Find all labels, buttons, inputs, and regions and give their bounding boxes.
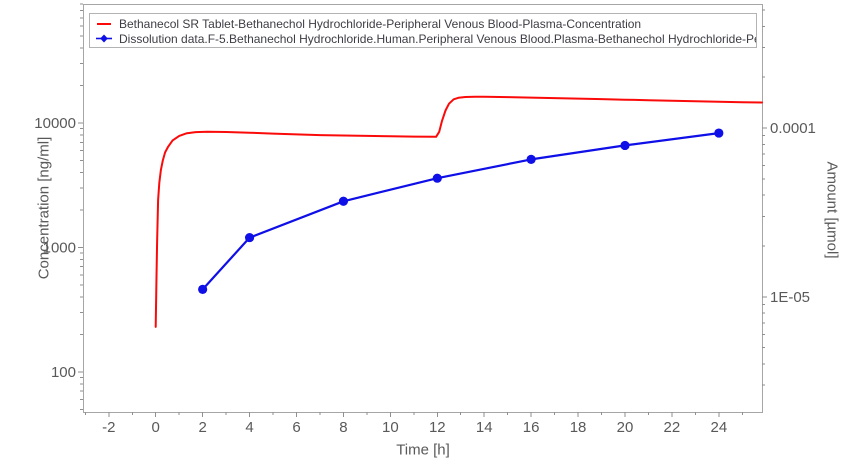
red-line-marker-icon (96, 22, 112, 25)
data-point[interactable] (526, 154, 536, 164)
x-axis-tick-label: 2 (198, 419, 206, 436)
legend-entry-observed[interactable]: Dissolution data.F-5.Bethanechol Hydroch… (96, 31, 756, 46)
x-axis-tick-label: 12 (429, 419, 446, 436)
legend-label-observed: Dissolution data.F-5.Bethanechol Hydroch… (119, 31, 757, 46)
x-axis-tick-label: 14 (476, 419, 493, 436)
x-axis-tick-label: 22 (664, 419, 681, 436)
x-axis-tick-label: -2 (102, 419, 115, 436)
legend-entry-simulation[interactable]: Bethanecol SR Tablet-Bethanechol Hydroch… (96, 16, 752, 31)
y-axis-title-left: Concentration [ng/ml] (35, 136, 53, 280)
y-left-tick-label: 1000 (43, 239, 76, 256)
x-axis-tick-label: 24 (710, 419, 727, 436)
x-axis-tick-label: 20 (617, 419, 634, 436)
x-axis-tick-label: 10 (382, 419, 399, 436)
y-left-tick-label: 10000 (34, 115, 76, 132)
simulation-curve[interactable] (154, 95, 763, 328)
legend-label-simulation: Bethanecol SR Tablet-Bethanechol Hydroch… (119, 16, 642, 31)
x-axis-title: Time [h] (396, 441, 450, 459)
x-axis-tick-label: 6 (292, 419, 300, 436)
data-point[interactable] (714, 128, 724, 138)
data-point[interactable] (620, 140, 630, 151)
legend-box: Bethanecol SR Tablet-Bethanechol Hydroch… (89, 13, 757, 48)
x-axis-tick-label: 16 (523, 419, 540, 436)
data-point[interactable] (198, 284, 208, 295)
plot-frame (83, 4, 763, 413)
observed-curve[interactable] (201, 132, 719, 291)
blue-diamond-marker-icon (96, 34, 112, 43)
x-axis-tick-label: 18 (570, 419, 587, 436)
x-axis-tick-label: 0 (152, 419, 160, 436)
x-axis-tick-label: 4 (245, 419, 253, 436)
y-right-tick-label: 0.0001 (770, 120, 816, 137)
y-left-tick-label: 100 (51, 364, 76, 381)
y-axis-title-right: Amount [µmol] (823, 161, 841, 259)
y-right-tick-label: 1E-05 (770, 289, 810, 306)
data-point[interactable] (432, 173, 442, 183)
x-axis-tick-label: 8 (339, 419, 347, 436)
data-point[interactable] (244, 232, 255, 243)
data-point[interactable] (338, 196, 349, 206)
